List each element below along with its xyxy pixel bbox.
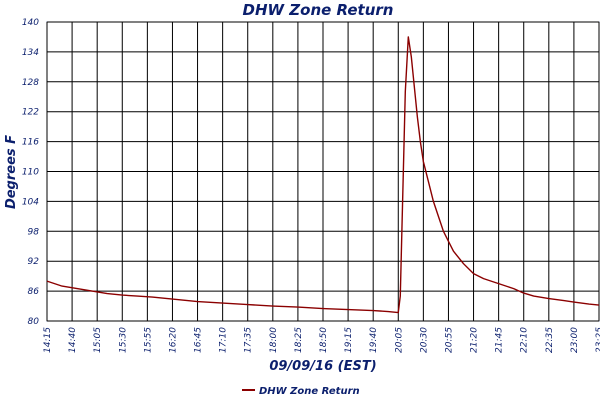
x-tick-label-14: 20:05: [394, 327, 404, 353]
y-tick-label-0: 80: [28, 317, 40, 327]
y-tick-label-4: 104: [22, 197, 39, 207]
y-tick-label-6: 116: [22, 138, 39, 148]
x-tick-label-4: 15:55: [143, 327, 153, 353]
x-tick-label-20: 22:35: [545, 327, 555, 353]
x-tick-label-19: 22:10: [520, 327, 530, 353]
x-tick-label-8: 17:35: [244, 327, 254, 353]
x-tick-label-17: 21:20: [470, 327, 480, 353]
x-tick-label-10: 18:25: [294, 327, 304, 353]
y-axis-label: Degrees F: [4, 135, 19, 209]
x-tick-label-11: 18:50: [319, 327, 329, 353]
y-tick-label-9: 134: [22, 48, 39, 58]
x-tick-label-21: 23:00: [570, 327, 580, 353]
x-tick-label-18: 21:45: [495, 327, 505, 353]
x-tick-label-2: 15:05: [93, 327, 103, 353]
x-tick-label-3: 15:30: [118, 327, 128, 353]
x-tick-label-22: 23:25: [595, 327, 600, 353]
x-tick-label-9: 18:00: [269, 327, 279, 353]
y-tick-label-8: 128: [22, 78, 39, 88]
x-tick-label-16: 20:55: [444, 327, 454, 353]
y-tick-label-5: 110: [22, 168, 39, 178]
legend-label: DHW Zone Return: [259, 386, 360, 397]
y-tick-labels: 80 86 92 98 104 110 116 122 128 134 140: [22, 18, 39, 327]
y-tick-label-3: 98: [28, 227, 40, 237]
x-tick-label-5: 16:20: [168, 327, 178, 353]
x-tick-label-15: 20:30: [419, 327, 429, 353]
x-tick-labels: 14:15 14:40 15:05 15:30 15:55 16:20 16:45 17:10…: [43, 327, 600, 353]
x-tick-label-1: 14:40: [68, 327, 78, 353]
y-tick-label-1: 86: [28, 287, 40, 297]
grid-lines: [46, 21, 600, 322]
y-tick-label-7: 122: [22, 108, 39, 118]
y-tick-label-2: 92: [28, 257, 40, 267]
x-tick-label-12: 19:15: [344, 327, 354, 353]
series-layer: [46, 36, 600, 314]
x-tick-label-0: 14:15: [43, 327, 53, 353]
x-tick-label-13: 19:40: [369, 327, 379, 353]
x-axis-label: 09/09/16 (EST): [269, 359, 376, 374]
chart-title: DHW Zone Return: [243, 1, 394, 19]
x-tick-label-6: 16:45: [194, 327, 204, 353]
x-tick-label-7: 17:10: [219, 327, 229, 353]
legend: DHW Zone Return: [242, 386, 360, 397]
y-tick-label-10: 140: [22, 18, 39, 28]
series-line-0: [46, 36, 600, 314]
